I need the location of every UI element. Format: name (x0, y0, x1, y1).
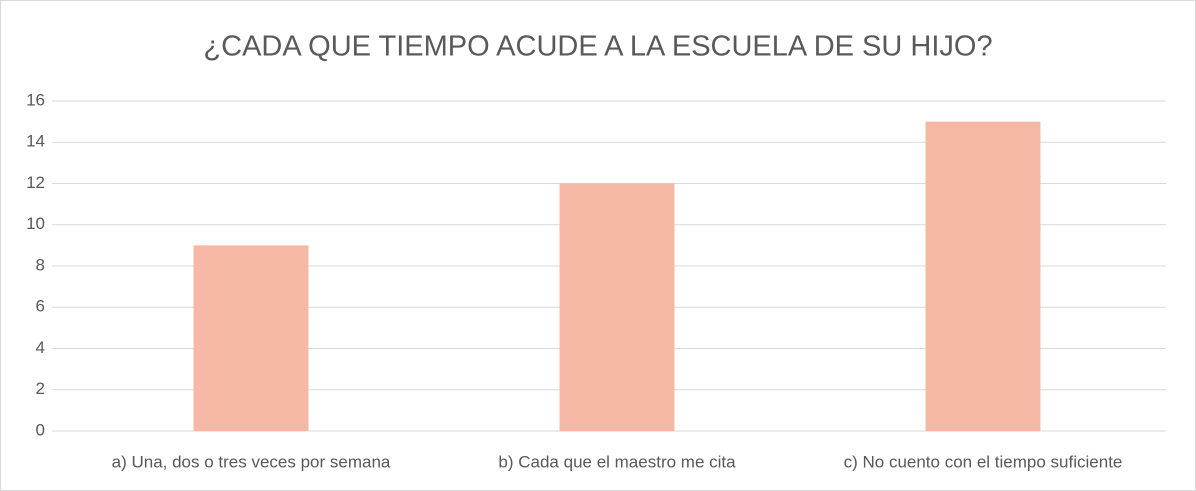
y-tick-label: 0 (36, 420, 45, 439)
y-tick-label: 6 (36, 297, 45, 316)
bar (559, 183, 675, 431)
x-tick-label: c) No cuento con el tiempo suficiente (844, 452, 1123, 471)
y-tick-label: 2 (36, 379, 45, 398)
y-tick-label: 14 (26, 132, 45, 151)
y-tick-label: 16 (26, 90, 45, 109)
x-tick-label: b) Cada que el maestro me cita (498, 452, 736, 471)
y-tick-label: 12 (26, 173, 45, 192)
y-tick-label: 4 (36, 338, 45, 357)
x-tick-label: a) Una, dos o tres veces por semana (112, 452, 391, 471)
chart-title: ¿CADA QUE TIEMPO ACUDE A LA ESCUELA DE S… (203, 31, 992, 63)
y-tick-label: 10 (26, 214, 45, 233)
bar (925, 121, 1041, 431)
bar (193, 245, 309, 431)
y-tick-label: 8 (36, 255, 45, 274)
